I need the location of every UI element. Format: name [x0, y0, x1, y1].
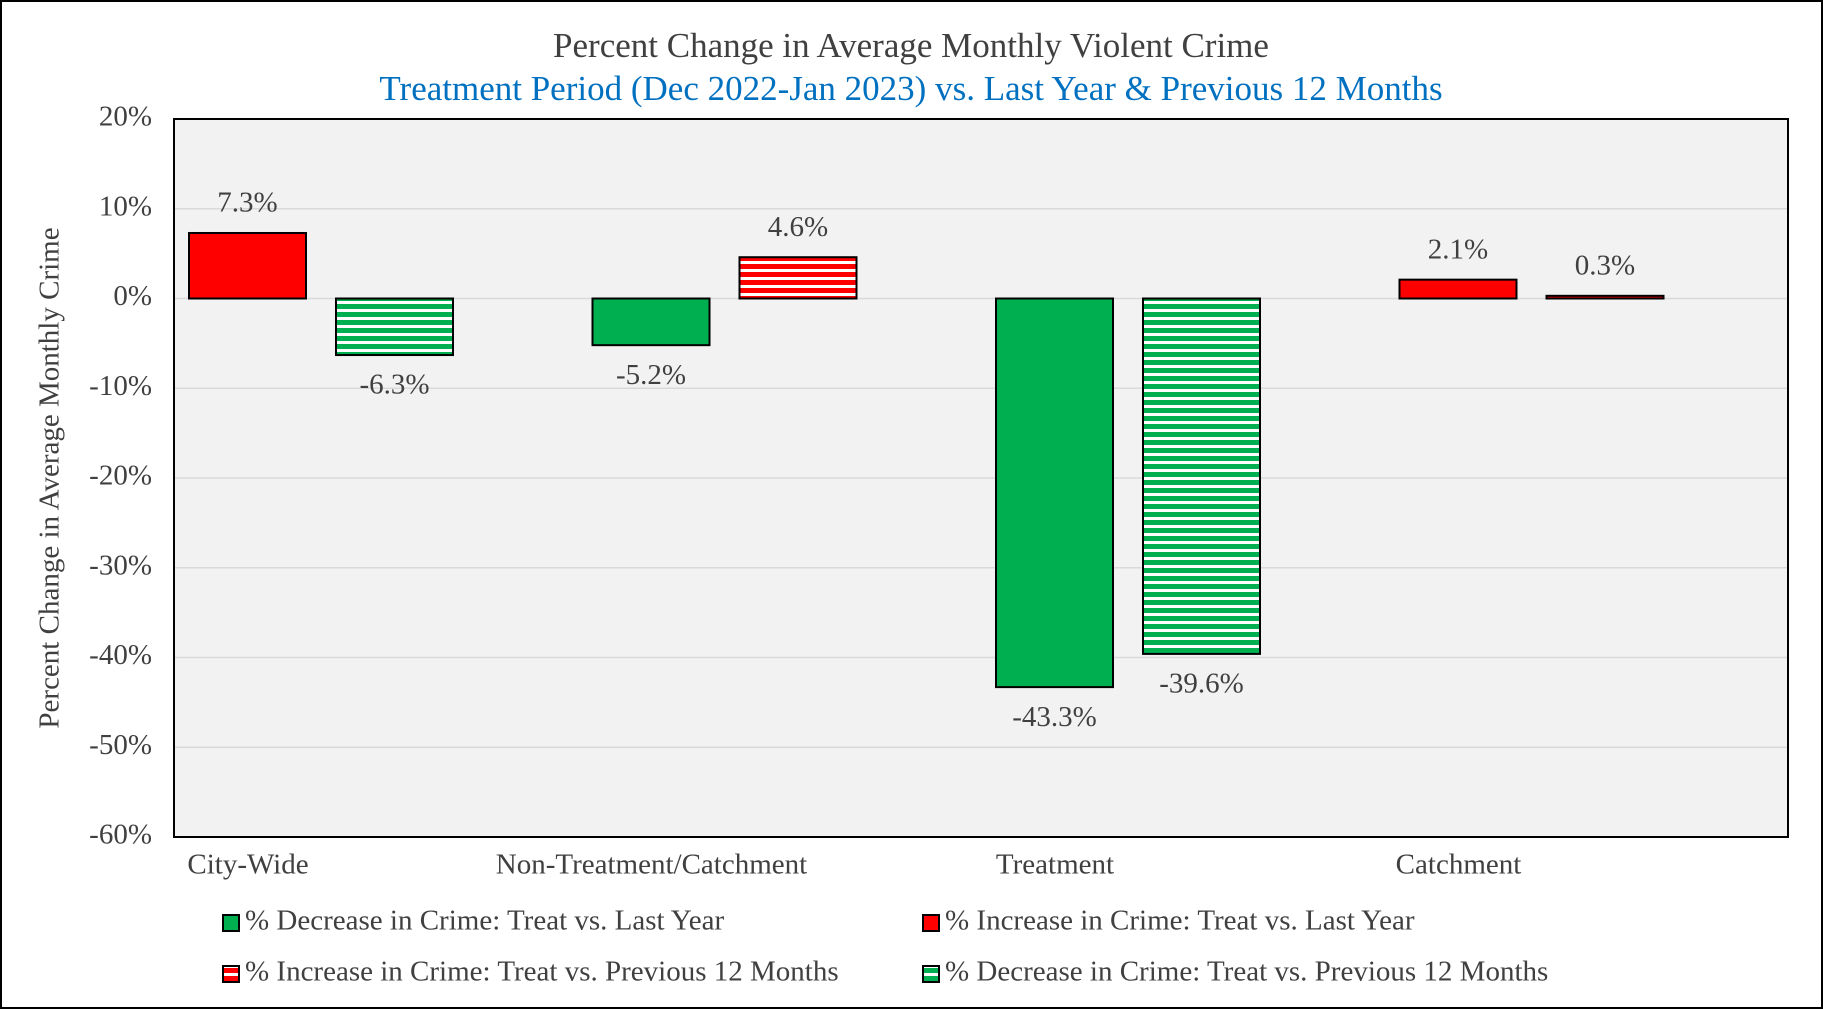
data-label: 0.3%: [1575, 249, 1635, 281]
bar: [188, 231, 307, 300]
y-tick-label: 10%: [99, 190, 152, 222]
legend-label: % Increase in Crime: Treat vs. Last Year: [945, 905, 1415, 937]
y-tick-label: -20%: [89, 460, 152, 492]
bar: [1398, 278, 1518, 300]
y-tick-label: 0%: [113, 280, 152, 312]
bar: [738, 256, 858, 300]
bar: [1142, 297, 1261, 655]
chart-subtitle: Treatment Period (Dec 2022-Jan 2023) vs.…: [379, 69, 1442, 108]
x-tick-label: Catchment: [1396, 849, 1522, 881]
bar: [995, 297, 1114, 689]
legend-swatch: [922, 914, 940, 932]
data-label: -39.6%: [1159, 668, 1244, 700]
data-label: 7.3%: [217, 187, 277, 219]
y-tick-label: -30%: [89, 549, 152, 581]
y-axis-label: Percent Change in Average Monthly Crime: [34, 227, 66, 728]
bar: [1545, 294, 1665, 300]
legend-swatch: [222, 914, 240, 932]
legend-label: % Decrease in Crime: Treat vs. Last Year: [245, 905, 725, 937]
legend-swatch: [922, 965, 940, 983]
bar: [335, 297, 454, 357]
y-tick-label: 20%: [99, 101, 152, 133]
data-label: -5.2%: [616, 359, 686, 391]
x-tick-label: City-Wide: [187, 849, 308, 881]
y-tick-label: -40%: [89, 639, 152, 671]
y-tick-label: -50%: [89, 729, 152, 761]
y-tick-label: -60%: [89, 819, 152, 851]
legend-swatch: [222, 965, 240, 983]
bar: [591, 297, 711, 347]
legend-label: % Increase in Crime: Treat vs. Previous …: [245, 956, 839, 988]
y-tick-label: -10%: [89, 370, 152, 402]
legend-label: % Decrease in Crime: Treat vs. Previous …: [945, 956, 1548, 988]
chart-title: Percent Change in Average Monthly Violen…: [553, 26, 1269, 65]
x-tick-label: Treatment: [996, 849, 1114, 881]
data-label: 4.6%: [768, 211, 828, 243]
plot-border: [173, 118, 1789, 838]
x-tick-label: Non-Treatment/Catchment: [496, 849, 807, 881]
data-label: -6.3%: [359, 369, 429, 401]
data-label: -43.3%: [1012, 701, 1097, 733]
data-label: 2.1%: [1428, 233, 1488, 265]
